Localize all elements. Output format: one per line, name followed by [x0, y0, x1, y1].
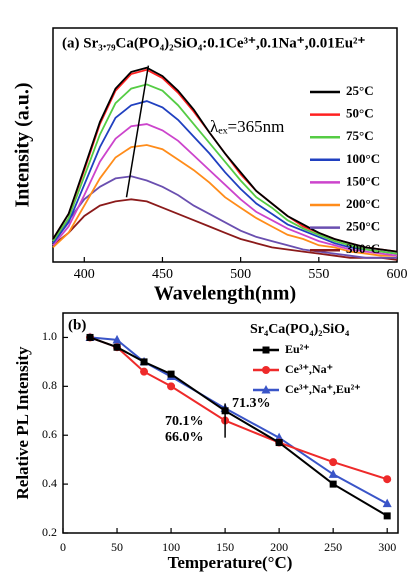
y-tick-label: 1.0 — [42, 329, 57, 343]
peak-shift-line — [125, 65, 150, 198]
x-tick-label: 500 — [230, 267, 251, 282]
legend-label: Ce³⁺,Na⁺ — [285, 362, 333, 376]
y-tick-label: 0.6 — [42, 427, 57, 441]
legend-label: 100°C — [346, 151, 380, 166]
point — [167, 382, 176, 391]
x-tick-label: 600 — [387, 267, 408, 282]
point — [140, 367, 149, 376]
x-tick-label: 100 — [162, 540, 180, 554]
series-line — [52, 144, 397, 257]
chart-title: (a) Sr₃.₇₉Ca(PO₄)₂SiO₄:0.1Ce³⁺,0.1Na⁺,0.… — [62, 35, 366, 51]
legend-marker — [262, 346, 270, 354]
x-tick-label: 150 — [216, 540, 234, 554]
point — [329, 458, 338, 467]
y-axis-label: Relative PL Intensity — [13, 346, 32, 499]
series-line — [52, 83, 398, 255]
series-line — [52, 198, 398, 261]
legend-label: 300°C — [346, 241, 380, 256]
annotation: 71.3% — [232, 396, 271, 411]
series-line — [89, 336, 388, 481]
series-line — [52, 123, 398, 257]
legend-label: Eu²⁺ — [285, 342, 310, 356]
legend-label: 150°C — [346, 173, 380, 188]
y-axis-label: Intensity (a.u.) — [12, 82, 34, 207]
x-tick-label: 300 — [378, 540, 396, 554]
series-line — [52, 175, 397, 259]
legend-label: 200°C — [346, 196, 380, 211]
legend-marker — [261, 385, 271, 394]
y-tick-label: 0.8 — [42, 378, 57, 392]
annotation: λₑₓ=365nm — [210, 117, 284, 136]
y-tick-label: 0.2 — [42, 525, 57, 539]
y-tick-label: 0.4 — [42, 476, 57, 490]
x-tick-label: 50 — [111, 540, 123, 554]
plot-frame — [62, 312, 399, 534]
legend-label: 50°C — [346, 106, 374, 121]
series-line — [89, 336, 388, 517]
x-axis-label: Temperature(°C) — [168, 553, 293, 572]
legend-label: Ce³⁺,Na⁺,Eu²⁺ — [285, 382, 361, 396]
legend-marker — [262, 366, 270, 374]
series-line — [52, 100, 398, 255]
x-tick-label: 400 — [74, 267, 95, 282]
x-tick-label: 550 — [308, 267, 329, 282]
point — [274, 432, 284, 442]
x-tick-label: 450 — [152, 267, 173, 282]
point — [140, 358, 148, 366]
legend-label: 250°C — [346, 219, 380, 234]
point — [328, 469, 338, 478]
x-tick-label: 250 — [324, 540, 342, 554]
annotation: 66.0% — [165, 430, 204, 445]
plot-frame — [52, 27, 398, 263]
legend-label: 75°C — [346, 128, 374, 143]
point — [329, 480, 337, 488]
point — [383, 512, 391, 520]
chart-title: (b) — [68, 317, 86, 333]
point — [382, 498, 392, 508]
x-tick-label: 200 — [270, 540, 288, 554]
x-tick-label: 0 — [60, 540, 66, 554]
x-axis-label: Wavelength(nm) — [154, 283, 296, 305]
point — [113, 343, 121, 351]
point — [275, 439, 283, 447]
point — [86, 333, 94, 341]
point — [167, 370, 175, 378]
point — [383, 475, 392, 484]
series-line — [52, 66, 398, 253]
legend-title: Sr₄Ca(PO₄)₂SiO₄ — [250, 322, 350, 337]
annotation: 70.1% — [165, 414, 204, 429]
legend-label: 25°C — [346, 83, 374, 98]
point — [112, 334, 122, 344]
